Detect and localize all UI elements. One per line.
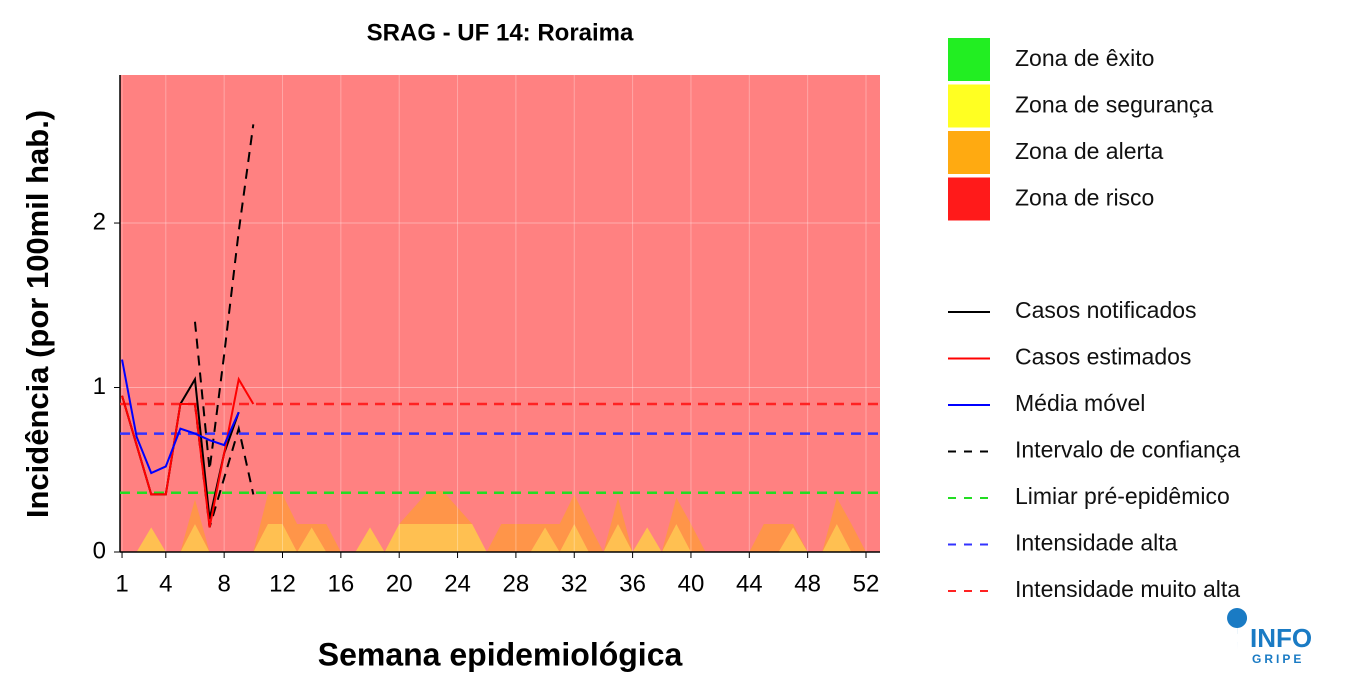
x-tick-label: 40 xyxy=(678,570,705,597)
x-tick-label: 8 xyxy=(217,570,230,597)
zone-area xyxy=(122,524,866,552)
x-tick-label: 28 xyxy=(503,570,530,597)
legend-label: Zona de alerta xyxy=(1015,138,1164,164)
zone-area xyxy=(122,491,866,552)
x-tick-label: 32 xyxy=(561,570,588,597)
legend-swatch xyxy=(948,177,990,221)
legend-swatch xyxy=(948,38,990,81)
x-tick-label: 4 xyxy=(159,570,172,597)
logo: INFO GRIPE xyxy=(1227,608,1312,666)
legend-label: Limiar pré-epidêmico xyxy=(1015,483,1230,509)
x-tick-label: 16 xyxy=(328,570,355,597)
legend-label: Zona de risco xyxy=(1015,185,1154,211)
x-tick-label: 52 xyxy=(853,570,880,597)
y-axis-label: Incidência (por 100mil hab.) xyxy=(20,110,55,518)
series-line xyxy=(121,359,240,475)
logo-top: INFO xyxy=(1250,623,1312,653)
x-tick-label: 20 xyxy=(386,570,413,597)
x-tick-label: 36 xyxy=(619,570,646,597)
x-tick-label: 44 xyxy=(736,570,763,597)
x-axis-label: Semana epidemiológica xyxy=(318,636,683,672)
legend-label: Casos notificados xyxy=(1015,297,1197,323)
legend-swatch xyxy=(948,84,990,128)
interval-line xyxy=(193,403,255,528)
x-tick-label: 24 xyxy=(444,570,471,597)
logo-pin-hole xyxy=(1233,634,1241,642)
legend-label: Zona de segurança xyxy=(1015,92,1213,118)
legend-label: Média móvel xyxy=(1015,390,1145,416)
zone-area xyxy=(120,75,880,552)
legend-label: Zona de êxito xyxy=(1015,45,1154,71)
y-tick-label: 2 xyxy=(93,208,106,235)
chart-title: SRAG - UF 14: Roraima xyxy=(367,19,634,46)
y-tick-label: 1 xyxy=(93,373,106,400)
logo-bottom: GRIPE xyxy=(1252,652,1304,666)
legend-swatch xyxy=(948,131,990,174)
legend-label: Intervalo de confiança xyxy=(1015,437,1240,463)
series-line xyxy=(121,376,255,528)
legend-label: Intensidade alta xyxy=(1015,530,1178,556)
interval-line xyxy=(193,124,255,470)
logo-pin xyxy=(1227,608,1248,650)
x-tick-label: 12 xyxy=(269,570,296,597)
legend-label: Intensidade muito alta xyxy=(1015,576,1240,602)
legend-label: Casos estimados xyxy=(1015,344,1191,370)
x-tick-label: 1 xyxy=(115,570,128,597)
y-tick-label: 0 xyxy=(93,537,106,564)
x-tick-label: 48 xyxy=(794,570,821,597)
